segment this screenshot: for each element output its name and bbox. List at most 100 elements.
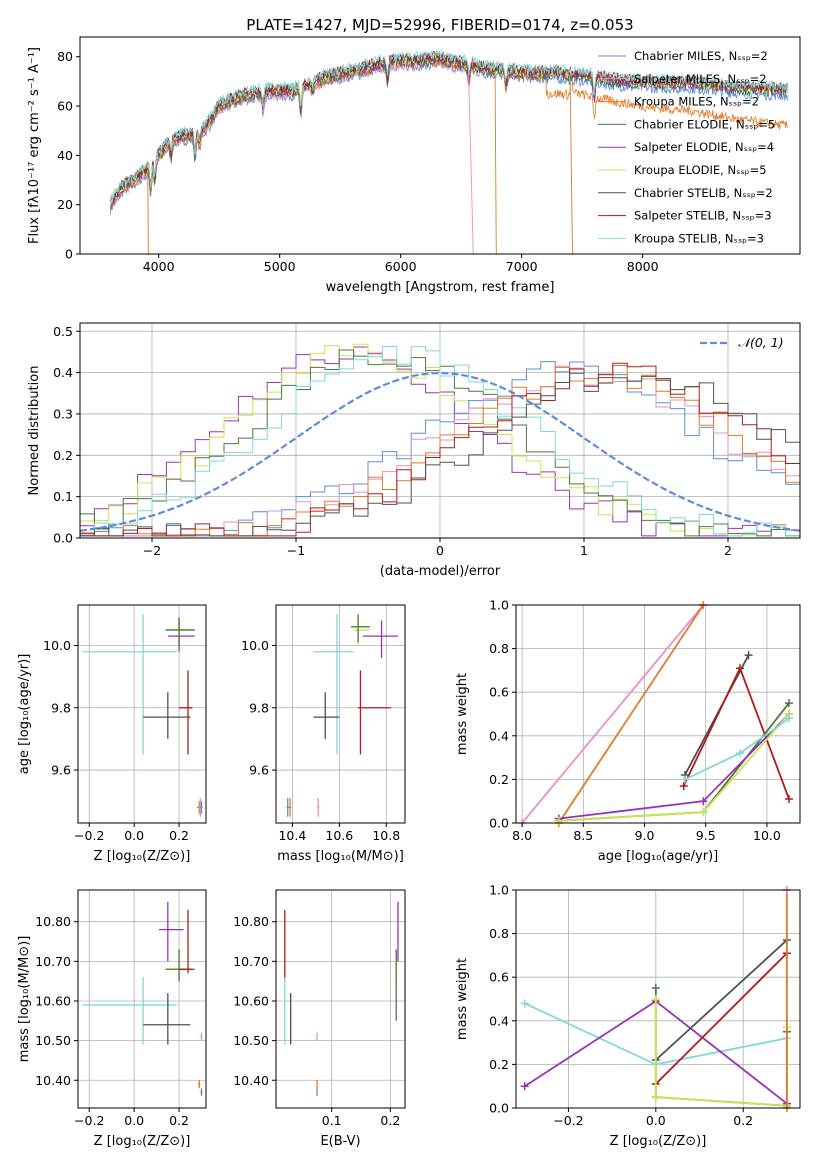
weight-marker-salpeter_stelib (784, 795, 793, 804)
legend-label: Salpeter ELODIE, Nₛₛₚ=4 (634, 140, 774, 154)
y-tick-label: 0.0 (53, 531, 73, 546)
y-tick-label: 20 (57, 197, 73, 212)
y-tick-label: 10.60 (35, 993, 71, 1008)
y-tick-label: 0.4 (53, 365, 73, 380)
y-tick-label: 10.70 (233, 954, 269, 969)
x-tick-label: −2 (143, 543, 161, 558)
x-axis-label: Z [log₁₀(Z/Z⊙)] (610, 1134, 707, 1149)
x-tick-label: 9.0 (635, 828, 655, 843)
plot-area-4 (518, 601, 793, 827)
x-tick-label: −1 (287, 543, 305, 558)
y-tick-label: 0.4 (489, 1013, 509, 1028)
x-axis-label: E(B-V) (320, 1134, 360, 1149)
y-tick-label: 0.8 (489, 926, 509, 941)
legend-label: Salpeter STELIB, Nₛₛₚ=3 (634, 209, 772, 223)
panel-2: −0.2 0.0 0.2 9.6 9.8 10.0 Z [log₁₀(Z/Z⊙)] age [… (17, 604, 207, 864)
panel-0: 4000 5000 6000 7000 8000 0 20 40 60 80 wavelength … (27, 36, 801, 295)
x-tick-label: 8.0 (512, 828, 532, 843)
x-tick-label: 10.0 (753, 828, 781, 843)
histogram-kroupa_stelib (80, 346, 800, 537)
x-tick-label: 0.2 (733, 1113, 753, 1128)
axes-frame (77, 604, 207, 824)
plot-area-7 (520, 886, 791, 1112)
weight-line-salpeter_elodie (558, 713, 790, 820)
y-axis-label: Normed distribution (27, 366, 42, 496)
histogram-chabrier_miles (80, 361, 800, 537)
y-axis-label: mass weight (455, 673, 470, 755)
y-axis-label: age [log₁₀(age/yr)] (17, 654, 32, 775)
x-tick-label: 10.8 (372, 828, 400, 843)
legend-label: Kroupa ELODIE, Nₛₛₚ=5 (634, 163, 767, 177)
histogram-kroupa_elodie (80, 343, 800, 537)
x-tick-label: 10.6 (325, 828, 353, 843)
y-tick-label: 9.6 (51, 763, 71, 778)
spectrum-drop-kroupa_miles (569, 75, 573, 254)
y-tick-label: 10.50 (35, 1033, 71, 1048)
spectrum-drop-kroupa_miles (147, 168, 149, 254)
x-tick-label: 7000 (506, 259, 538, 274)
y-tick-label: 10.60 (233, 993, 269, 1008)
histogram-chabrier_stelib (80, 372, 800, 537)
y-tick-label: 10.50 (233, 1033, 269, 1048)
weight-marker-chabrier_elodie (651, 984, 660, 993)
legend-label-normal: 𝒩(0, 1) (738, 335, 784, 350)
plot-area-6 (284, 901, 399, 1097)
y-tick-label: 10.0 (43, 638, 71, 653)
y-tick-label: 0.3 (53, 406, 73, 421)
legend: Chabrier MILES, Nₛₛₚ=2 Salpeter MILES, Nₛ… (598, 49, 775, 245)
panel-1: −2 −1 0 1 2 0.0 0.1 0.2 0.3 0.4 0.5 (data-model)/er… (27, 322, 801, 579)
figure-title: PLATE=1427, MJD=52996, FIBERID=0174, z=0… (246, 16, 633, 34)
legend-label: Chabrier MILES, Nₛₛₚ=2 (634, 49, 768, 63)
x-axis-label: wavelength [Angstrom, rest frame] (326, 280, 555, 295)
y-tick-label: 0.0 (489, 1101, 509, 1116)
x-tick-label: 2 (724, 543, 732, 558)
x-tick-label: 0.0 (646, 1113, 666, 1128)
y-tick-label: 0.4 (489, 728, 509, 743)
y-tick-label: 0.2 (489, 1057, 509, 1072)
y-tick-label: 80 (57, 49, 73, 64)
y-tick-label: 0.0 (489, 816, 509, 831)
axes-frame (515, 604, 801, 824)
weight-marker-kroupa_elodie (651, 995, 660, 1003)
y-tick-label: 10.70 (35, 954, 71, 969)
weight-marker-salpeter_stelib (736, 664, 745, 673)
y-axis-label: Flux [fλ10⁻¹⁷ erg cm⁻² s⁻¹ A⁻¹] (27, 47, 42, 244)
histogram-kroupa_miles (80, 365, 800, 537)
x-tick-label: 0.1 (322, 1113, 342, 1128)
x-axis-label: (data-model)/error (380, 564, 501, 579)
weight-marker-chabrier_elodie (784, 699, 793, 708)
x-tick-label: 0.0 (124, 1113, 144, 1128)
x-axis-label: Z [log₁₀(Z/Z⊙)] (94, 849, 191, 864)
y-tick-label: 0.6 (489, 685, 509, 700)
histogram-salpeter_stelib (80, 362, 800, 537)
x-tick-label: −0.2 (74, 1113, 104, 1128)
x-tick-label: 9.5 (696, 828, 716, 843)
plot-area-5 (82, 901, 203, 1097)
y-tick-label: 0.5 (53, 324, 73, 339)
histogram-salpeter_miles (80, 365, 800, 537)
y-tick-label: 10.0 (241, 638, 269, 653)
legend-label: Kroupa STELIB, Nₛₛₚ=3 (634, 231, 764, 245)
legend-label: Salpeter MILES, Nₛₛₚ=2 (634, 72, 767, 86)
x-tick-label: −0.2 (74, 828, 104, 843)
y-tick-label: 9.8 (51, 700, 71, 715)
y-tick-label: 0.1 (53, 489, 73, 504)
x-axis-label: age [log₁₀(age/yr)] (598, 849, 719, 864)
y-tick-label: 0 (65, 247, 73, 262)
x-tick-label: 0.2 (380, 1113, 400, 1128)
weight-line-salpeter_miles (521, 604, 704, 824)
weight-marker-kroupa_stelib (680, 775, 689, 784)
y-tick-label: 1.0 (489, 598, 509, 613)
spectrum-line-kroupa_stelib (109, 48, 789, 203)
weight-marker-salpeter_elodie (699, 797, 708, 806)
y-axis-label: mass weight (455, 958, 470, 1040)
weight-marker-kroupa_stelib (520, 999, 529, 1008)
weight-marker-salpeter_stelib (679, 781, 688, 790)
weight-line-salpeter_stelib (655, 952, 788, 1085)
spectrum-drop-salpeter_miles (467, 65, 474, 254)
y-tick-label: 1.0 (489, 883, 509, 898)
panel-7: −0.2 0.0 0.2 0.0 0.2 0.4 0.6 0.8 1.0 Z [log₁₀(Z/Z… (455, 883, 801, 1149)
x-tick-label: 0.0 (124, 828, 144, 843)
plot-area-3 (286, 614, 398, 817)
